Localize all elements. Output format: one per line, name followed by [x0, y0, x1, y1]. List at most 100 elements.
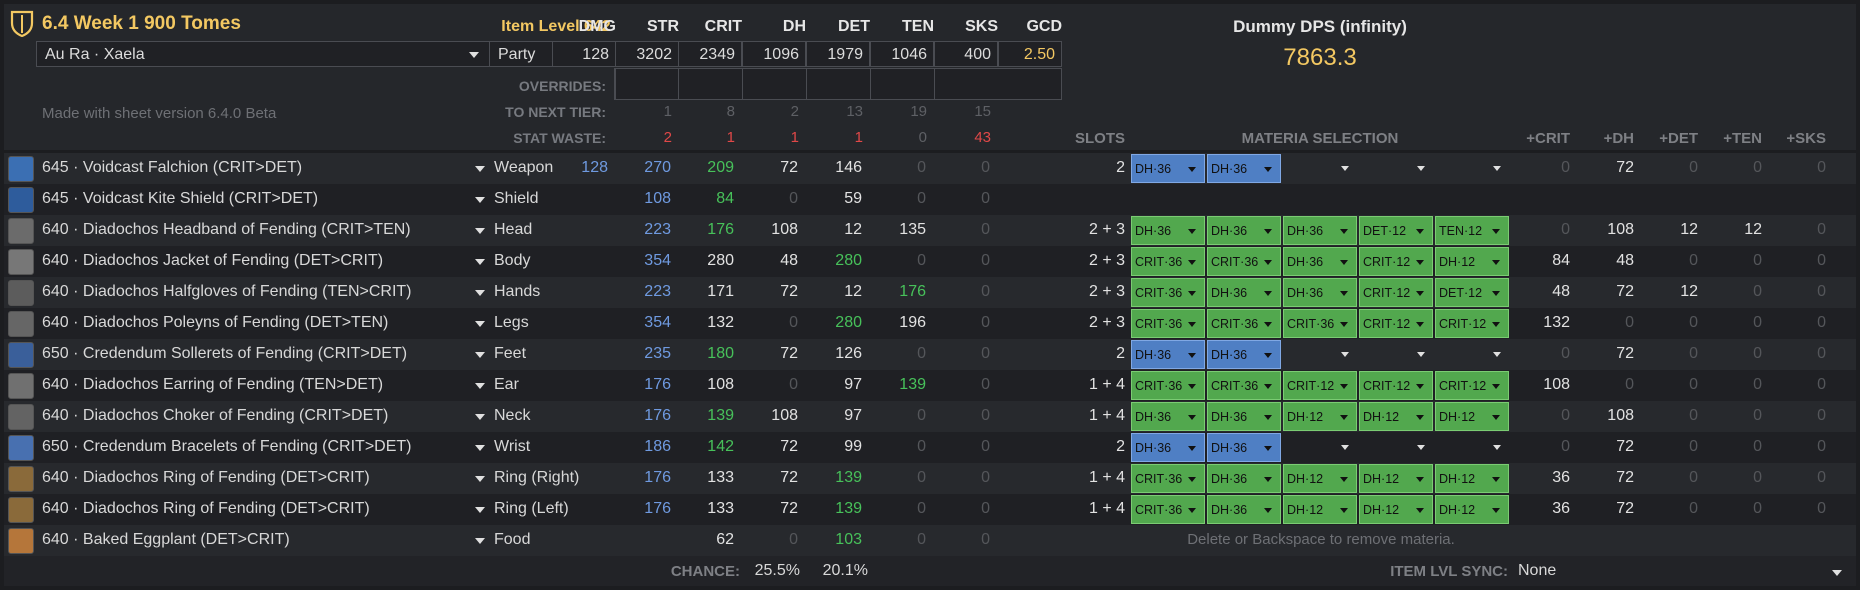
bonus-header-crit: +CRIT	[1526, 130, 1570, 147]
materia-select[interactable]: CRIT·36	[1131, 309, 1205, 338]
materia-select[interactable]: DH·12	[1359, 495, 1433, 524]
chevron-down-icon[interactable]	[475, 197, 485, 203]
materia-select[interactable]: DH·12	[1435, 402, 1509, 431]
chevron-down-icon[interactable]	[475, 352, 485, 358]
chevron-down-icon[interactable]	[475, 321, 485, 327]
materia-select[interactable]: CRIT·36	[1283, 309, 1357, 338]
materia-name: DH·12	[1439, 503, 1476, 517]
materia-select[interactable]	[1359, 340, 1433, 369]
materia-select[interactable]: CRIT·12	[1283, 371, 1357, 400]
materia-select[interactable]: DH·12	[1359, 402, 1433, 431]
materia-select[interactable]	[1359, 154, 1433, 183]
stat-value-det: 1979	[806, 41, 870, 67]
materia-select[interactable]: CRIT·36	[1131, 371, 1205, 400]
materia-select[interactable]: TEN·12	[1435, 216, 1509, 245]
materia-select[interactable]: DH·36	[1207, 278, 1281, 307]
gear-stat-ten: 196	[899, 314, 926, 331]
gear-slots: 2	[1116, 438, 1125, 455]
materia-select[interactable]: DH·36	[1131, 340, 1205, 369]
materia-select[interactable]: CRIT·12	[1359, 278, 1433, 307]
gear-item-name[interactable]: 640 · Diadochos Choker of Fending (CRIT>…	[42, 407, 389, 424]
materia-select[interactable]: DET·12	[1435, 278, 1509, 307]
gear-item-name[interactable]: 640 · Diadochos Ring of Fending (DET>CRI…	[42, 469, 370, 486]
gear-row	[4, 153, 1856, 184]
materia-select[interactable]: DH·12	[1435, 464, 1509, 493]
materia-select[interactable]: CRIT·12	[1435, 371, 1509, 400]
materia-select[interactable]: CRIT·12	[1359, 371, 1433, 400]
gear-item-name[interactable]: 640 · Diadochos Halfgloves of Fending (T…	[42, 283, 412, 300]
materia-select[interactable]: DH·36	[1131, 154, 1205, 183]
materia-select[interactable]: DH·36	[1131, 216, 1205, 245]
materia-select[interactable]: DH·36	[1207, 154, 1281, 183]
materia-select[interactable]: DH·12	[1283, 495, 1357, 524]
materia-select[interactable]: CRIT·36	[1207, 309, 1281, 338]
materia-select[interactable]: DH·36	[1207, 495, 1281, 524]
gear-item-name[interactable]: 650 · Credendum Bracelets of Fending (CR…	[42, 438, 412, 455]
materia-select[interactable]: DH·36	[1283, 278, 1357, 307]
materia-select[interactable]: DET·12	[1359, 216, 1433, 245]
gear-item-name[interactable]: 645 · Voidcast Falchion (CRIT>DET)	[42, 159, 303, 176]
materia-select[interactable]	[1283, 433, 1357, 462]
materia-select[interactable]: DH·12	[1435, 247, 1509, 276]
gear-item-name[interactable]: 645 · Voidcast Kite Shield (CRIT>DET)	[42, 190, 319, 207]
item-level-sync-select[interactable]: None	[1512, 558, 1852, 586]
gear-item-name[interactable]: 650 · Credendum Sollerets of Fending (CR…	[42, 345, 408, 362]
gear-stat-det: 103	[835, 531, 862, 548]
chevron-down-icon[interactable]	[475, 383, 485, 389]
chevron-down-icon[interactable]	[475, 507, 485, 513]
materia-select[interactable]: DH·36	[1207, 402, 1281, 431]
materia-select[interactable]: CRIT·12	[1359, 247, 1433, 276]
chevron-down-icon[interactable]	[475, 290, 485, 296]
materia-name: TEN·12	[1439, 224, 1483, 238]
materia-select[interactable]: CRIT·36	[1131, 495, 1205, 524]
materia-select[interactable]: DH·12	[1283, 402, 1357, 431]
bonus-ten: 12	[1744, 221, 1762, 238]
chevron-down-icon[interactable]	[475, 445, 485, 451]
chevron-down-icon[interactable]	[475, 414, 485, 420]
stat-waste-crit: 1	[726, 129, 735, 146]
materia-select[interactable]	[1435, 433, 1509, 462]
materia-select[interactable]: CRIT·36	[1131, 247, 1205, 276]
materia-select[interactable]: DH·12	[1435, 495, 1509, 524]
gear-stat-dh: 72	[780, 283, 798, 300]
chevron-down-icon	[1416, 260, 1424, 265]
chevron-down-icon[interactable]	[475, 259, 485, 265]
race-select[interactable]: Au Ra · Xaela	[36, 41, 490, 67]
materia-select[interactable]: CRIT·12	[1435, 309, 1509, 338]
gear-item-name[interactable]: 640 · Diadochos Jacket of Fending (DET>C…	[42, 252, 384, 269]
materia-select[interactable]	[1359, 433, 1433, 462]
gear-item-name[interactable]: 640 · Diadochos Earring of Fending (TEN>…	[42, 376, 384, 393]
materia-select[interactable]	[1435, 154, 1509, 183]
materia-select[interactable]: DH·12	[1283, 464, 1357, 493]
materia-select[interactable]: CRIT·12	[1359, 309, 1433, 338]
materia-select[interactable]: CRIT·36	[1207, 371, 1281, 400]
materia-select[interactable]: DH·36	[1283, 216, 1357, 245]
materia-select[interactable]	[1435, 340, 1509, 369]
materia-select[interactable]: DH·36	[1283, 247, 1357, 276]
materia-select[interactable]: CRIT·36	[1207, 247, 1281, 276]
materia-select[interactable]	[1283, 154, 1357, 183]
materia-select[interactable]: DH·36	[1207, 216, 1281, 245]
bonus-dh: 72	[1616, 469, 1634, 486]
materia-select[interactable]: DH·36	[1207, 340, 1281, 369]
gear-item-name[interactable]: 640 · Diadochos Poleyns of Fending (DET>…	[42, 314, 389, 331]
materia-select[interactable]: DH·12	[1359, 464, 1433, 493]
materia-select[interactable]: CRIT·36	[1131, 464, 1205, 493]
materia-select[interactable]: CRIT·36	[1131, 278, 1205, 307]
materia-select[interactable]: DH·36	[1207, 433, 1281, 462]
chevron-down-icon[interactable]	[475, 166, 485, 172]
chevron-down-icon[interactable]	[475, 228, 485, 234]
materia-name: DH·36	[1211, 162, 1248, 176]
gear-item-name[interactable]: 640 · Diadochos Ring of Fending (DET>CRI…	[42, 500, 370, 517]
materia-select[interactable]: DH·36	[1207, 464, 1281, 493]
sheet-title[interactable]: 6.4 Week 1 900 Tomes	[42, 13, 241, 34]
gear-item-name[interactable]: 640 · Diadochos Headband of Fending (CRI…	[42, 221, 411, 238]
materia-select[interactable]: DH·36	[1131, 402, 1205, 431]
chevron-down-icon[interactable]	[475, 538, 485, 544]
gear-item-icon	[8, 435, 34, 461]
materia-select[interactable]	[1283, 340, 1357, 369]
gear-item-name[interactable]: 640 · Baked Eggplant (DET>CRIT)	[42, 531, 290, 548]
chevron-down-icon[interactable]	[475, 476, 485, 482]
overrides-grid[interactable]	[614, 68, 1062, 100]
materia-select[interactable]: DH·36	[1131, 433, 1205, 462]
